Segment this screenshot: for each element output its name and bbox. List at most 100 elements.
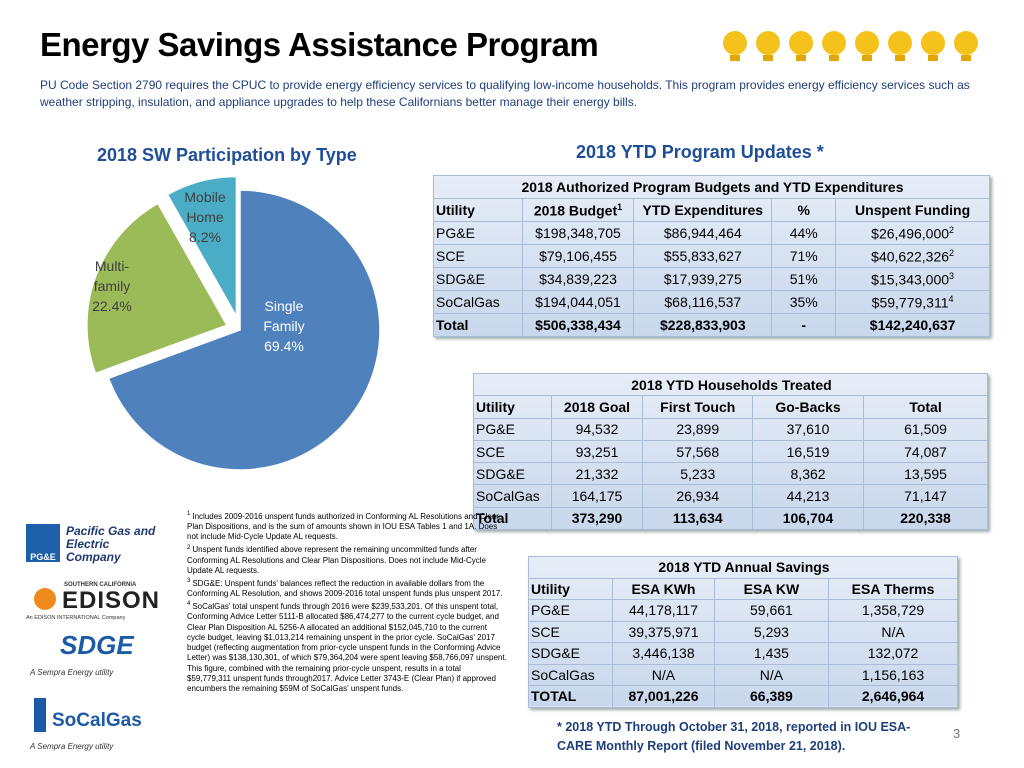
table-row: SCE $79,106,455 $55,833,627 71% $40,622,3262	[433, 244, 990, 268]
table-cell: 71,147	[863, 484, 988, 508]
table-cell: 1,435	[713, 642, 830, 665]
table-row: SDG&E 21,332 5,233 8,362 13,595	[473, 462, 988, 486]
table-cell: $506,338,434	[521, 313, 635, 337]
footnote: 2 Unspent funds identified above represen…	[187, 543, 507, 577]
table-cell: $55,833,627	[633, 244, 773, 268]
table-row: PG&E 94,532 23,899 37,610 61,509	[473, 417, 988, 441]
table-cell: 87,001,226	[612, 685, 715, 708]
footnote-text: SoCalGas' total unspent funds through 20…	[187, 602, 507, 694]
table-cell: $198,348,705	[521, 221, 635, 245]
column-header: 2018 Budget1	[521, 198, 635, 222]
table-cell: Total	[473, 506, 552, 531]
page-number: 3	[953, 726, 961, 741]
pie-label: Multi-family 22.4%	[84, 256, 140, 316]
table-cell: SoCalGas	[527, 663, 614, 686]
cell-text: $40,622,326	[871, 248, 950, 265]
table-cell: $228,833,903	[633, 313, 773, 337]
table-cell: 132,072	[828, 642, 958, 665]
table-cell: N/A	[612, 663, 715, 686]
table-cell: $59,779,3114	[835, 290, 990, 314]
column-header: ESA KW	[713, 577, 830, 600]
table-cell: $17,939,275	[633, 267, 773, 291]
table-cell: 23,899	[642, 417, 754, 441]
data-table: 2018 YTD Annual Savings Utility ESA KWh ESA…	[527, 556, 958, 708]
table-cell: 113,634	[642, 506, 754, 531]
header-row: Utility 2018 Goal First Touch Go-Backs Total	[473, 395, 988, 419]
table-cell: 220,338	[863, 506, 988, 531]
table-cell: SoCalGas	[433, 290, 523, 314]
column-header: YTD Expenditures	[633, 198, 773, 222]
pie-slice	[166, 175, 238, 320]
table-cell: 44%	[771, 221, 837, 245]
table-cell: 94,532	[550, 417, 644, 441]
footnote: 1 Includes 2009-2016 unspent funds author…	[187, 509, 507, 543]
sce-sub: An EDISON INTERNATIONAL Company	[26, 615, 126, 621]
cell-text: $59,779,311	[871, 294, 949, 311]
footnote-number: 4	[187, 601, 191, 608]
table-cell: 373,290	[550, 506, 644, 531]
table-cell: PG&E	[473, 417, 552, 441]
column-header: First Touch	[642, 395, 754, 419]
table-cell: 2,646,964	[828, 685, 958, 708]
table-cell: SCE	[433, 244, 523, 268]
column-header: ESA KWh	[612, 577, 715, 600]
table-row: Total $506,338,434 $228,833,903- $142,240,6…	[433, 313, 990, 337]
table-cell: 164,175	[550, 484, 644, 508]
table-cell: SoCalGas	[473, 484, 552, 508]
table-row: SoCalGas 164,175 26,934 44,213 71,147	[473, 484, 988, 508]
table-title: 2018 YTD Households Treated	[473, 372, 988, 397]
pge-name: Pacific Gas and Electric Company	[66, 524, 156, 564]
table-title: 2018 YTD Annual Savings	[528, 556, 958, 579]
pie-category: Multi-family	[93, 258, 131, 294]
table-cell: 26,934	[642, 484, 754, 508]
pie-category: Single Family	[263, 298, 305, 334]
table-cell: $142,240,637	[835, 313, 990, 337]
table-cell: 5,293	[713, 620, 830, 643]
table-cell: 106,704	[752, 506, 865, 531]
table-cell: 37,610	[752, 417, 865, 441]
superscript: 4	[948, 293, 954, 304]
data-table: 2018 YTD Households Treated Utility 2018 G…	[473, 372, 988, 531]
column-header: %	[771, 198, 837, 222]
table-cell: 8,362	[752, 462, 865, 486]
table-cell: TOTAL	[527, 685, 614, 708]
table-row: SCE 93,251 57,568 16,519 74,087	[473, 439, 988, 464]
table-cell: 39,375,971	[612, 620, 715, 643]
pie-category: Mobile Home	[184, 189, 226, 225]
table-cell: SCE	[473, 439, 552, 464]
table-cell: N/A	[828, 620, 958, 643]
footnotes: 1 Includes 2009-2016 unspent funds author…	[187, 509, 507, 695]
pie-value-label: 69.4%	[264, 338, 304, 354]
table-cell: 35%	[771, 290, 837, 314]
table-cell: 44,178,117	[612, 599, 715, 622]
superscript: 2	[949, 224, 955, 235]
pge-logo: PG&E Pacific Gas and Electric Company	[26, 522, 166, 570]
superscript: 1	[617, 201, 623, 212]
table-cell: SDG&E	[527, 642, 614, 665]
table-cell: $26,496,0002	[835, 221, 990, 245]
pge-mark: PG&E	[26, 524, 60, 562]
table-cell: $15,343,0003	[835, 267, 990, 291]
table-cell: N/A	[713, 663, 830, 686]
table-cell: $34,839,223	[521, 267, 635, 291]
table-cell: 1,358,729	[828, 599, 958, 622]
table-title-row: 2018 YTD Annual Savings	[528, 556, 958, 579]
socalgas-logo: SoCalGas A Sempra Energy utility	[30, 698, 155, 753]
table-cell: 21,332	[550, 462, 644, 486]
superscript: 3	[949, 270, 955, 281]
footnote-text: Includes 2009-2016 unspent funds authori…	[187, 511, 499, 542]
table-cell: -	[771, 313, 837, 337]
table-cell: 57,568	[642, 439, 754, 464]
table-row: TOTAL 87,001,226 66,389 2,646,964	[527, 685, 958, 708]
table-cell: $79,106,455	[521, 244, 635, 268]
pie-label: Single Family 69.4%	[246, 296, 322, 356]
table-title-row: 2018 YTD Households Treated	[473, 372, 988, 397]
column-header: ESA Therms	[828, 577, 958, 600]
sce-icon	[34, 588, 56, 610]
table-row: PG&E 44,178,117 59,661 1,358,729	[527, 599, 958, 622]
title: Energy Savings Assistance Program	[40, 26, 599, 63]
cell-text: 2018 Budget	[533, 202, 618, 219]
table-cell: 16,519	[752, 439, 865, 464]
column-header: Utility	[433, 198, 523, 222]
